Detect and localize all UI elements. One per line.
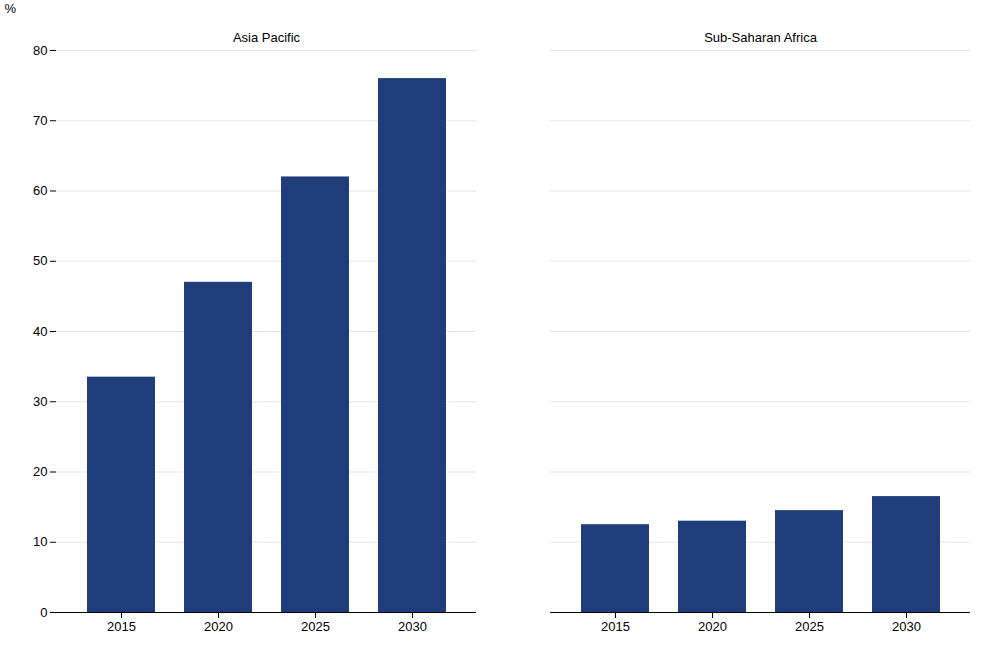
svg-text:2030: 2030 [892,619,921,634]
svg-text:70: 70 [33,113,47,128]
svg-text:0: 0 [40,605,47,620]
svg-text:2015: 2015 [601,619,630,634]
svg-text:80: 80 [33,43,47,58]
svg-text:Asia Pacific: Asia Pacific [233,30,301,45]
svg-text:2030: 2030 [398,619,427,634]
svg-text:2020: 2020 [204,619,233,634]
svg-text:2025: 2025 [795,619,824,634]
svg-text:2020: 2020 [698,619,727,634]
svg-text:2015: 2015 [107,619,136,634]
svg-text:2025: 2025 [301,619,330,634]
svg-text:50: 50 [33,253,47,268]
svg-text:Sub-Saharan Africa: Sub-Saharan Africa [704,30,818,45]
svg-text:10: 10 [33,534,47,549]
svg-text:40: 40 [33,324,47,339]
svg-text:20: 20 [33,464,47,479]
svg-text:%: % [5,1,17,16]
svg-text:30: 30 [33,394,47,409]
svg-text:60: 60 [33,183,47,198]
